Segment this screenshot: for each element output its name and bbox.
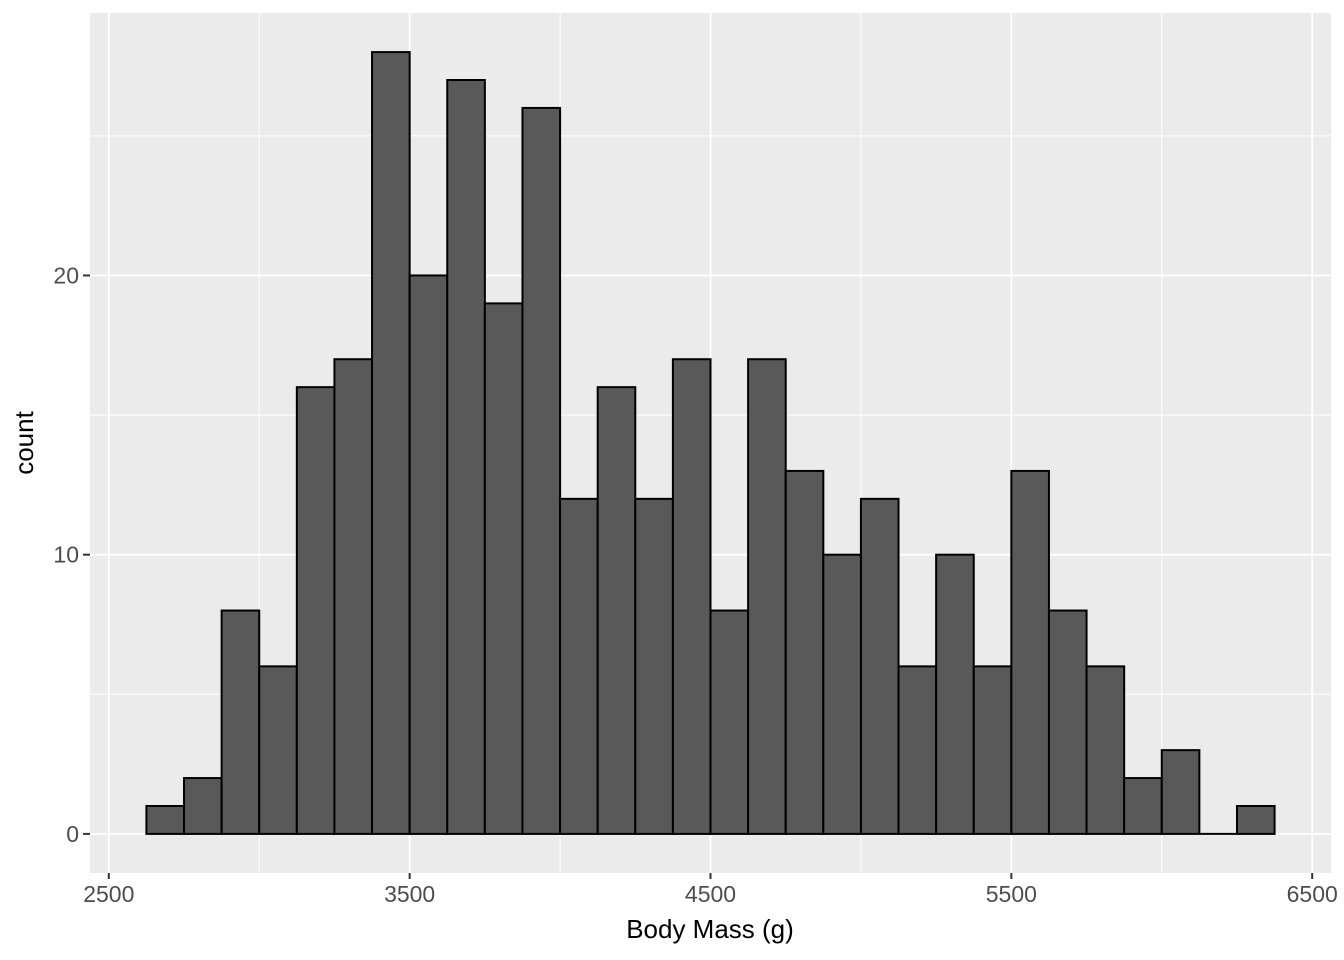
- y-axis-title: count: [9, 410, 39, 474]
- histogram-bar: [747, 358, 787, 835]
- histogram-bar: [1047, 609, 1088, 835]
- histogram-bar: [333, 358, 374, 835]
- y-tick-label: 10: [53, 542, 79, 568]
- x-tick-label: 4500: [685, 881, 736, 907]
- histogram-bar: [709, 609, 750, 835]
- histogram-bar: [1085, 665, 1126, 835]
- histogram-bar: [1235, 804, 1276, 835]
- histogram-bar: [559, 497, 599, 835]
- histogram-bar: [483, 302, 524, 835]
- x-tick-label: 2500: [83, 881, 134, 907]
- histogram-bar: [634, 497, 674, 835]
- histogram-bar: [371, 51, 411, 835]
- histogram-bar: [258, 665, 298, 835]
- x-tick-label: 3500: [384, 881, 435, 907]
- histogram-bar: [1010, 469, 1050, 835]
- histogram-bar: [671, 358, 712, 835]
- x-axis-title: Body Mass (g): [626, 914, 794, 944]
- histogram-bar: [596, 386, 637, 835]
- histogram-bar: [1160, 749, 1201, 835]
- histogram-bar: [822, 553, 862, 835]
- histogram-bar: [935, 553, 975, 835]
- histogram-bar: [446, 79, 486, 835]
- x-tick-label: 6500: [1287, 881, 1338, 907]
- y-tick-label: 20: [53, 262, 79, 288]
- histogram-bar: [897, 665, 938, 835]
- histogram-bar: [295, 386, 336, 835]
- histogram-bar: [859, 497, 900, 835]
- histogram-bar: [183, 777, 223, 835]
- histogram-bar: [220, 609, 261, 835]
- x-tick-label: 5500: [986, 881, 1037, 907]
- histogram-bar: [521, 106, 562, 835]
- histogram-bar: [972, 665, 1013, 835]
- histogram-bar: [1123, 777, 1163, 835]
- histogram-bar: [784, 469, 825, 835]
- histogram-bar: [408, 274, 449, 835]
- histogram-bar: [145, 804, 186, 835]
- y-tick-label: 0: [66, 821, 79, 847]
